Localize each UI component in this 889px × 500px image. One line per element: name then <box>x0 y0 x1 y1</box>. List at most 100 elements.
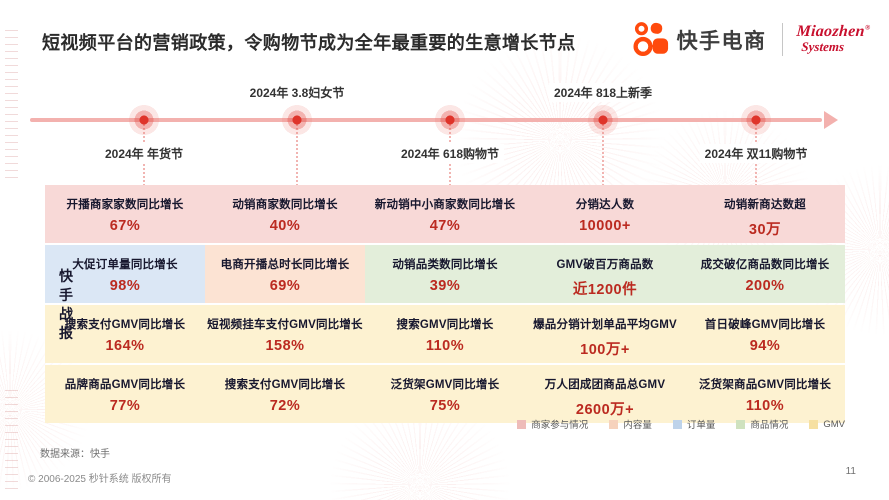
brand-divider <box>781 23 783 56</box>
stat-value: 30万 <box>748 222 782 238</box>
stat-cell: 大促订单量同比增长 98% <box>45 245 205 303</box>
timeline-event-label: 2024年 双11购物节 <box>699 144 813 163</box>
page-number: 11 <box>845 466 856 477</box>
kuaishou-logo-icon <box>633 22 668 56</box>
stat-cell: GMV破百万商品数近1200件 <box>525 245 685 303</box>
legend-swatch <box>736 419 746 429</box>
stat-label: 开播商家家数同比增长 <box>66 199 184 211</box>
stat-label: 成交破亿商品数同比增长 <box>700 259 830 271</box>
legend-swatch <box>517 419 527 429</box>
timeline-connector <box>296 120 298 186</box>
legend-item: 内容量 <box>609 417 652 431</box>
data-source-note: 数据来源：快手 <box>40 449 110 460</box>
stat-value: 110% <box>425 338 465 354</box>
stat-value: 近1200件 <box>572 282 638 298</box>
stat-value: 75% <box>429 398 461 414</box>
edge-dash-decoration <box>5 30 18 180</box>
brand-area: 快手电商 Miaozhen® Systems <box>633 21 871 58</box>
stat-label: 新动销中小商家数同比增长 <box>374 199 516 211</box>
timeline-event-label: 2024年 3.8妇女节 <box>244 83 350 102</box>
stat-label: 万人团成团商品总GMV <box>544 379 666 391</box>
stat-label: 搜索GMV同比增长 <box>396 319 494 331</box>
stat-label: 动销新商达数超 <box>724 199 806 211</box>
stat-cell: 搜索支付GMV同比增长 72% <box>205 365 365 423</box>
stat-value: 40% <box>269 218 301 234</box>
stat-cell: 品牌商品GMV同比增长 77% <box>45 365 205 423</box>
legend-label: 订单量 <box>686 420 716 431</box>
report-table: 开播商家家数同比增长 67% 动销商家数同比增长 40% 新动销中小商家数同比增长 47%… <box>45 185 845 425</box>
stat-cell: 新动销中小商家数同比增长 47% <box>365 185 525 243</box>
legend-label: 内容量 <box>623 420 652 431</box>
stat-cell: 搜索支付GMV同比增长 164% <box>45 305 205 363</box>
legend-item: 订单量 <box>672 417 716 431</box>
stat-value: 158% <box>265 338 305 354</box>
stat-value: 94% <box>749 338 781 354</box>
legend-item: 商品情况 <box>736 417 788 431</box>
miaozhen-logo-line1: Miaozhen <box>795 23 865 41</box>
legend: 商家参与情况 内容量 订单量 商品情况 GMV <box>517 417 845 431</box>
timeline: 2024年 年货节 2024年 3.8妇女节 2024年 618购物节 2024年 8… <box>30 83 838 186</box>
miaozhen-logo-line2: Systems <box>800 39 845 55</box>
kuaishou-brand-name: 快手电商 <box>676 29 767 53</box>
page-title: 短视频平台的营销政策，令购物节成为全年最重要的生意增长节点 <box>42 33 576 53</box>
stat-cell: 首日破峰GMV同比增长 94% <box>685 305 845 363</box>
timeline-node <box>740 104 772 136</box>
stat-value: 67% <box>109 218 141 234</box>
stat-cell: 分销达人数 10000+ <box>525 185 685 243</box>
stat-cell: 电商开播总时长同比增长 69% <box>205 245 365 303</box>
edge-dash-decoration <box>5 390 18 495</box>
stat-cell: 搜索GMV同比增长 110% <box>365 305 525 363</box>
legend-label: 商家参与情况 <box>531 420 589 431</box>
stat-value: 164% <box>105 338 145 354</box>
stat-cell: 万人团成团商品总GMV 2600万+ <box>525 365 685 423</box>
registered-mark-icon: ® <box>864 23 871 32</box>
timeline-event-label: 2024年 年货节 <box>99 144 189 163</box>
stat-value: 72% <box>269 398 301 414</box>
stat-cell: 动销商家数同比增长 40% <box>205 185 365 243</box>
legend-swatch <box>672 419 682 429</box>
stat-cell: 动销品类数同比增长 39% <box>365 245 525 303</box>
table-row: 开播商家家数同比增长 67% 动销商家数同比增长 40% 新动销中小商家数同比增长 47%… <box>45 185 845 243</box>
legend-label: 商品情况 <box>750 420 789 431</box>
stat-value: 98% <box>109 278 141 294</box>
miaozhen-logo: Miaozhen® Systems <box>795 23 871 55</box>
legend-item: 商家参与情况 <box>517 417 588 431</box>
stat-label: 爆品分销计划单品平均GMV <box>533 319 677 331</box>
stat-cell: 泛货架GMV同比增长 75% <box>365 365 525 423</box>
stat-label: 搜索支付GMV同比增长 <box>224 379 346 391</box>
stat-value: 39% <box>429 278 461 294</box>
stat-value: 100万+ <box>580 342 630 358</box>
legend-label: GMV <box>823 418 845 430</box>
stat-value: 2600万+ <box>575 402 635 418</box>
stat-label: GMV破百万商品数 <box>556 259 654 271</box>
stat-label: 大促订单量同比增长 <box>72 259 178 271</box>
stat-cell: 短视频挂车支付GMV同比增长 158% <box>205 305 365 363</box>
legend-swatch <box>809 419 819 429</box>
timeline-node <box>587 104 619 136</box>
timeline-event-label: 2024年 818上新季 <box>548 83 658 102</box>
stat-label: 首日破峰GMV同比增长 <box>704 319 826 331</box>
stat-label: 电商开播总时长同比增长 <box>220 259 350 271</box>
stat-cell: 成交破亿商品数同比增长 200% <box>685 245 845 303</box>
stat-label: 动销品类数同比增长 <box>392 259 498 271</box>
stat-value: 69% <box>269 278 301 294</box>
stat-label: 品牌商品GMV同比增长 <box>64 379 186 391</box>
stat-cell: 动销新商达数超 30万 <box>685 185 845 243</box>
timeline-event-label: 2024年 618购物节 <box>395 144 505 163</box>
timeline-axis <box>30 118 822 122</box>
timeline-node <box>434 104 466 136</box>
legend-swatch <box>609 419 619 429</box>
stat-label: 搜索支付GMV同比增长 <box>64 319 186 331</box>
stat-value: 110% <box>745 398 785 414</box>
stat-cell: 爆品分销计划单品平均GMV 100万+ <box>525 305 685 363</box>
stat-label: 动销商家数同比增长 <box>232 199 338 211</box>
stat-label: 泛货架商品GMV同比增长 <box>698 379 832 391</box>
stat-value: 47% <box>429 218 461 234</box>
timeline-connector <box>602 120 604 186</box>
stat-value: 200% <box>745 278 785 294</box>
stat-label: 短视频挂车支付GMV同比增长 <box>207 319 363 331</box>
stat-value: 77% <box>109 398 141 414</box>
table-row: 搜索支付GMV同比增长 164% 短视频挂车支付GMV同比增长 158% 搜索GMV同比… <box>45 305 845 363</box>
timeline-node <box>281 104 313 136</box>
